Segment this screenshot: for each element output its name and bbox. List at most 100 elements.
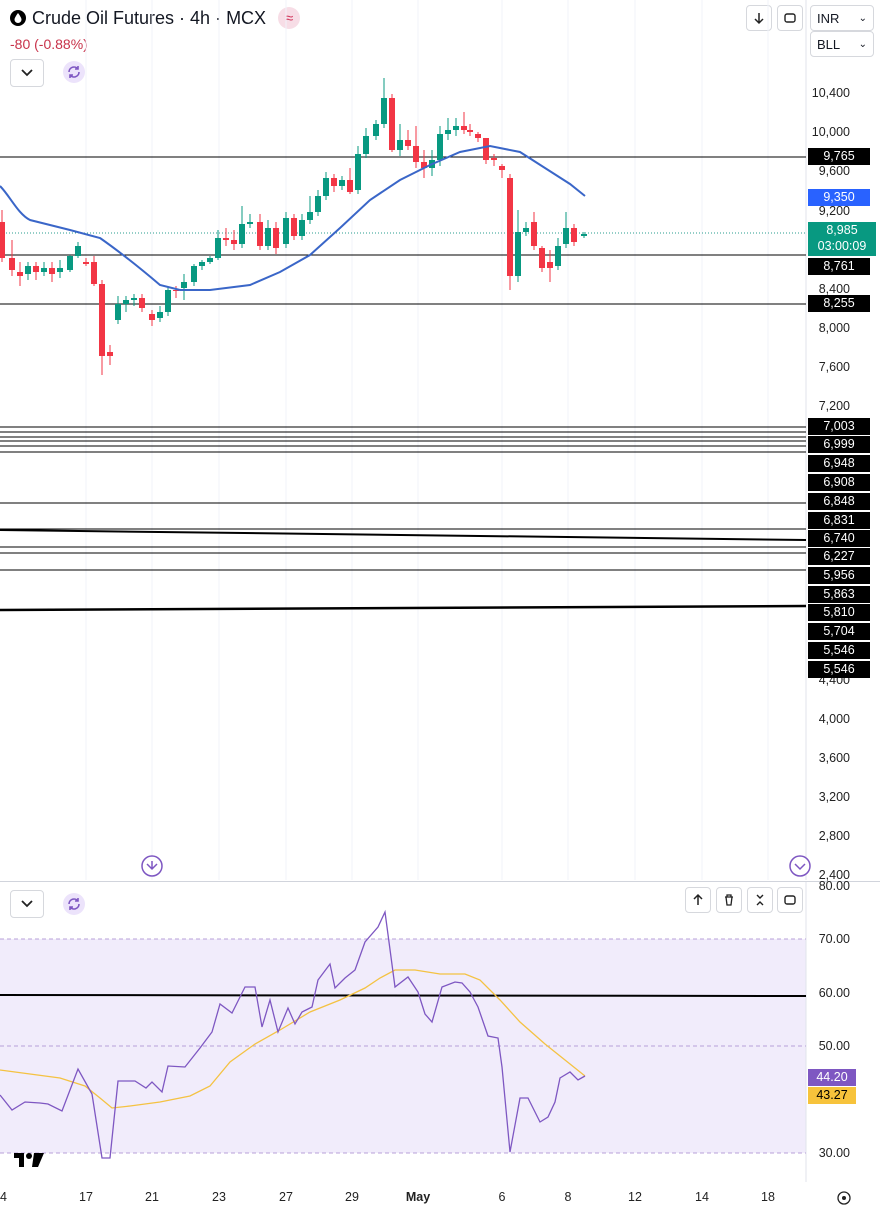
candle-body	[247, 222, 253, 224]
candle-body	[539, 248, 545, 268]
collapse-arrows-icon	[756, 894, 764, 906]
candle-body	[523, 228, 529, 232]
level-tag: 5,546	[808, 661, 870, 678]
candle-body	[25, 266, 31, 274]
candle-body	[437, 134, 443, 160]
rsi-collapse-button[interactable]	[10, 890, 44, 918]
date-label: 18	[761, 1190, 775, 1204]
rsi-axis-label: 50.00	[818, 1039, 850, 1053]
candle-body	[57, 268, 63, 272]
move-pane-up-button[interactable]	[685, 887, 711, 913]
level-tag: 8,255	[808, 295, 870, 312]
candle-body	[199, 262, 205, 266]
candle-body	[413, 146, 419, 162]
date-label: 12	[628, 1190, 642, 1204]
sync-button[interactable]	[63, 61, 85, 83]
arrow-up-icon	[693, 893, 703, 905]
fullscreen-button[interactable]	[777, 5, 803, 31]
candle-body	[339, 180, 345, 186]
level-tag: 6,948	[808, 455, 870, 472]
candle-body	[33, 266, 39, 272]
candle-body	[273, 228, 279, 248]
scroll-to-realtime-icon[interactable]	[141, 855, 163, 877]
date-label: 29	[345, 1190, 359, 1204]
candle-body	[265, 228, 271, 246]
candle-body	[381, 98, 387, 124]
candle-body	[149, 314, 155, 320]
candle-body	[461, 126, 467, 130]
level-tag: 6,227	[808, 548, 870, 565]
candle-body	[445, 130, 451, 134]
unit-select[interactable]: BLL ⌄	[810, 31, 874, 57]
candle-body	[507, 178, 513, 276]
level-tag: 5,810	[808, 604, 870, 621]
level-tag: 7,003	[808, 418, 870, 435]
candle-body	[17, 272, 23, 276]
axis-label: 2,800	[818, 829, 850, 843]
candle-body	[389, 98, 395, 150]
maximize-pane-button[interactable]	[747, 887, 773, 913]
current-price: 8,985	[826, 223, 858, 237]
candle-body	[331, 178, 337, 186]
date-label: 21	[145, 1190, 159, 1204]
tradingview-logo[interactable]	[12, 1150, 48, 1170]
candle-body	[165, 290, 171, 312]
collapse-button[interactable]	[10, 59, 44, 87]
settings-icon[interactable]	[836, 1190, 852, 1211]
candle-body	[323, 178, 329, 196]
candle-body	[115, 304, 121, 320]
candle-body	[315, 196, 321, 212]
candle-body	[547, 262, 553, 268]
trash-icon	[725, 894, 733, 906]
level-tag: 5,546	[808, 642, 870, 659]
date-label: 14	[695, 1190, 709, 1204]
axis-label: 8,000	[818, 321, 850, 335]
symbol-header[interactable]: Crude Oil Futures · 4h · MCX ≈	[10, 7, 301, 29]
candle-body	[83, 262, 89, 264]
candle-body	[41, 268, 47, 272]
rsi-ma-line	[0, 969, 586, 1109]
axis-label: 10,400	[811, 86, 850, 100]
scroll-right-icon[interactable]	[789, 855, 811, 877]
axis-label: 9,600	[818, 164, 850, 178]
candle-body	[421, 162, 427, 168]
candle-body	[223, 238, 229, 240]
level-tag: 5,704	[808, 623, 870, 640]
currency-select[interactable]: INR ⌄	[810, 5, 874, 31]
candle-body	[157, 312, 163, 318]
rsi-axis-label: 70.00	[818, 932, 850, 946]
rsi-chart[interactable]	[0, 882, 880, 1200]
candle-body	[307, 212, 313, 220]
price-change: -80 (-0.88%)	[10, 36, 88, 52]
candle-body	[453, 126, 459, 130]
chevron-down-icon	[21, 69, 33, 77]
date-label: 14	[0, 1190, 7, 1204]
candle-body	[231, 240, 237, 244]
candle-body	[491, 158, 497, 160]
candle-body	[291, 218, 297, 236]
candle-body	[99, 284, 105, 356]
candle-body	[363, 136, 369, 154]
axis-label: 4,000	[818, 712, 850, 726]
pane-divider[interactable]	[0, 881, 880, 882]
wave-icon[interactable]: ≈	[278, 7, 301, 29]
oil-drop-icon	[10, 10, 26, 26]
candle-body	[563, 228, 569, 244]
unit-value: BLL	[817, 36, 841, 52]
candle-body	[9, 258, 15, 270]
candle-body	[191, 266, 197, 282]
candle-body	[283, 218, 289, 244]
candle-body	[207, 258, 213, 262]
axis-label: 9,200	[818, 204, 850, 218]
candle-body	[173, 290, 179, 291]
axis-label: 3,600	[818, 751, 850, 765]
candle-body	[483, 138, 489, 160]
candle-body	[397, 140, 403, 150]
axis-label: 8,400	[818, 282, 850, 296]
candle-body	[515, 232, 521, 276]
candle-body	[257, 222, 263, 246]
rsi-sync-button[interactable]	[63, 893, 85, 915]
delete-pane-button[interactable]	[716, 887, 742, 913]
pane-fullscreen-button[interactable]	[777, 887, 803, 913]
